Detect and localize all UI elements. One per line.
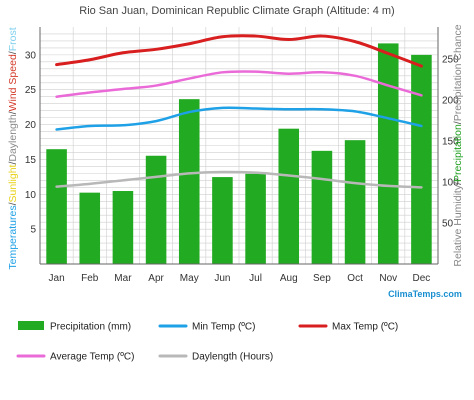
y-axis-right-label-part: Precipitation Chance: [452, 24, 464, 121]
y-tick-left: 10: [25, 190, 37, 201]
precipitation-bars: [46, 43, 432, 264]
y-tick-right: 100: [442, 177, 459, 188]
x-tick-month: May: [180, 273, 199, 284]
x-tick-month: Oct: [347, 273, 363, 284]
y-tick-right: 50: [442, 218, 454, 229]
x-tick-month: Feb: [81, 273, 99, 284]
grid: [39, 27, 439, 264]
precipitation-bar: [112, 191, 134, 264]
legend-label: Daylength (Hours): [192, 352, 273, 363]
y-axis-right-label-part: /: [452, 182, 464, 185]
legend-label: Max Temp (ºC): [332, 322, 398, 333]
x-tick-month: Apr: [148, 273, 164, 284]
axes: 5 10 15 20 25 30 50 100 150 200 250 Jan Feb Mar Apr May…: [7, 24, 464, 284]
y-axis-left-label-part: /: [7, 162, 19, 165]
y-axis-left-label-part: Temperatures: [7, 205, 19, 269]
precipitation-bar: [145, 155, 167, 264]
y-axis-left-label-part: Daylength: [7, 114, 19, 161]
y-axis-right-label: Relative Humidity/Precipitation/Precipit…: [452, 24, 464, 266]
precipitation-bar: [311, 150, 333, 264]
precipitation-bar: [377, 43, 399, 264]
y-axis-left-label-part: Sunlight: [7, 164, 19, 202]
precipitation-bar: [411, 54, 432, 264]
x-tick-month: Mar: [114, 273, 132, 284]
legend-label: Average Temp (ºC): [50, 352, 134, 363]
precipitation-bar: [178, 99, 200, 264]
y-axis-left-label: Temperatures/Sunlight/Daylength/Wind Spe…: [7, 27, 19, 269]
x-tick-month: Sep: [313, 273, 331, 284]
legend-label: Precipitation (mm): [50, 322, 131, 333]
y-axis-right-label-part: /: [452, 121, 464, 124]
precipitation-bar: [344, 140, 366, 264]
x-tick-month: Aug: [280, 273, 298, 284]
x-tick-month: Jun: [214, 273, 230, 284]
precipitation-bar: [245, 173, 266, 264]
precipitation-bar: [278, 128, 300, 264]
precipitation-bar: [212, 177, 233, 264]
x-tick-month: Jan: [49, 273, 65, 284]
chart-title: Rio San Juan, Dominican Republic Climate…: [79, 5, 394, 17]
legend-swatch-precipitation: [18, 321, 44, 330]
y-tick-right: 200: [442, 95, 459, 106]
y-tick-left: 25: [25, 85, 37, 96]
y-axis-left-label-part: Wind Speed: [7, 54, 19, 111]
y-axis-left-label-part: Frost: [7, 27, 19, 51]
y-tick-right: 150: [442, 136, 459, 147]
daylength-line: [55, 170, 423, 189]
x-tick-month: Jul: [249, 273, 262, 284]
y-tick-right: 250: [442, 54, 459, 65]
y-tick-left: 5: [30, 225, 36, 236]
legend: Precipitation (mm) Min Temp (ºC) Max Temp …: [16, 321, 398, 363]
precipitation-bar: [79, 192, 101, 264]
x-tick-month: Nov: [379, 273, 397, 284]
y-axis-left-label-part: /: [7, 51, 19, 54]
y-tick-left: 15: [25, 155, 37, 166]
y-axis-right-label-part: Relative Humidity: [452, 184, 464, 266]
brand-logo: ClimaTemps.com: [388, 289, 462, 299]
y-tick-left: 20: [25, 120, 37, 131]
y-tick-left: 30: [25, 50, 37, 61]
max-temp-line: [55, 34, 423, 68]
x-tick-month: Dec: [413, 273, 431, 284]
legend-label: Min Temp (ºC): [192, 322, 255, 333]
y-axis-left-label-part: /: [7, 111, 19, 114]
y-axis-left-label-part: /: [7, 202, 19, 205]
precipitation-bar: [46, 149, 67, 264]
temperature-lines: [55, 34, 423, 189]
average-temp-line: [55, 70, 423, 98]
y-axis-right-label-part: Precipitation: [452, 124, 464, 182]
min-temp-line: [55, 106, 423, 131]
